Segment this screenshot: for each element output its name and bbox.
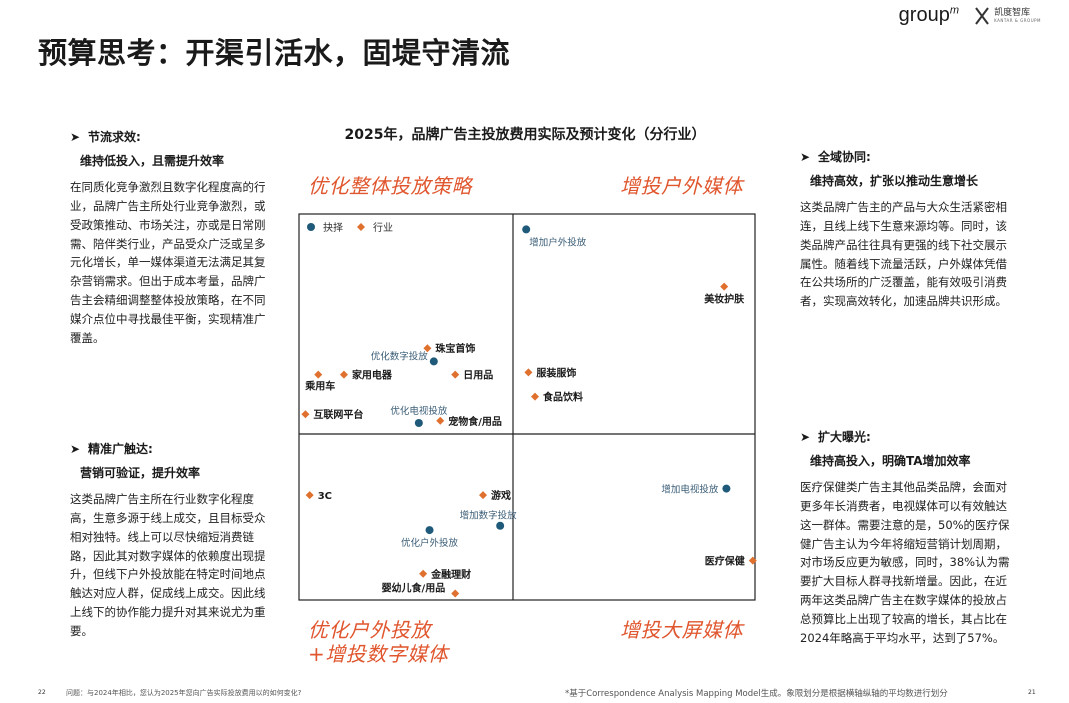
- point-label: 婴幼儿食/用品: [382, 581, 446, 594]
- right-bottom-block: ➤ 扩大曝光: 维持高投入，明确TA增加效率 医疗保健类广告主其他品类品牌，会面对…: [800, 428, 1015, 648]
- right-bottom-heading: ➤ 扩大曝光:: [800, 428, 1015, 448]
- quadrant-label-bottom-left: 优化户外投放: [308, 618, 431, 642]
- point-label: 家用电器: [352, 369, 393, 382]
- quadrant-label-bottom-right: 增投大屏媒体: [620, 618, 743, 642]
- groupm-logo-text: group: [898, 4, 950, 26]
- left-bottom-heading-text: 精准广触达:: [88, 442, 153, 456]
- point-label: 游戏: [491, 489, 511, 502]
- left-top-heading: ➤ 节流求效:: [70, 128, 270, 148]
- choice-point: [429, 357, 438, 366]
- right-top-sub: 维持高效，扩张以推动生意增长: [810, 173, 979, 188]
- right-bottom-heading-text: 扩大曝光:: [818, 430, 871, 444]
- point-label: 美妆护肤: [704, 293, 745, 306]
- right-page-number: 21: [1028, 689, 1036, 696]
- kantar-logo-sub: KANTAR & GROUPM: [994, 18, 1041, 23]
- quadrant-label-bottom-left-2: +增投数字媒体: [308, 642, 449, 666]
- left-top-heading-text: 节流求效:: [88, 130, 141, 144]
- point-label: 优化户外投放: [401, 537, 459, 549]
- right-top-heading: ➤ 全域协同:: [800, 148, 1012, 168]
- industry-point: [451, 589, 460, 598]
- right-top-heading-text: 全域协同:: [818, 150, 871, 164]
- footer-question: 问题：与2024年相比，您认为2025年您向广告实际投放费用以的如何变化?: [66, 689, 302, 697]
- industry-point: [451, 370, 460, 379]
- page-title: 预算思考：开渠引活水，固堤守清流: [38, 36, 511, 70]
- point-label: 优化电视投放: [390, 405, 448, 417]
- point-label: 服装服饰: [536, 366, 576, 379]
- legend-marker-diamond: [357, 223, 365, 231]
- industry-point: [748, 556, 757, 565]
- point-label: 乘用车: [304, 380, 335, 393]
- choice-point: [722, 484, 731, 493]
- industry-point: [423, 344, 432, 353]
- point-label: 宠物食/用品: [448, 415, 502, 428]
- quadrant-label-top-left: 优化整体投放策略: [308, 174, 472, 198]
- left-bottom-block: ➤ 精准广触达: 营销可验证，提升效率 这类品牌广告主所在行业数字化程度高，生意多…: [70, 440, 270, 641]
- point-label: 优化数字投放: [371, 350, 429, 362]
- chart-frame: [298, 213, 756, 601]
- choice-point: [425, 526, 434, 535]
- choice-point: [496, 521, 505, 530]
- right-top-block: ➤ 全域协同: 维持高效，扩张以推动生意增长 这类品牌广告主的产品与大众生活紧密相…: [800, 148, 1012, 311]
- right-bottom-body: 医疗保健类广告主其他品类品牌，会面对更多年长消费者，电视媒体可以有效触达这一群体…: [800, 479, 1010, 646]
- legend-marker-circle: [307, 223, 315, 231]
- point-label: 增加数字投放: [460, 510, 518, 522]
- point-label: 增加电视投放: [661, 484, 719, 496]
- arrow-icon: ➤: [70, 130, 81, 144]
- industry-point: [314, 370, 323, 379]
- industry-point: [339, 370, 348, 379]
- choice-point: [522, 225, 531, 234]
- kantar-logo-name: 凯度智库: [994, 8, 1031, 18]
- industry-point: [301, 410, 310, 419]
- point-label: 互联网平台: [313, 408, 363, 421]
- left-top-body: 在同质化竞争激烈且数字化程度高的行业，品牌广告主所处行业竞争激烈，或受政策推动、…: [70, 179, 266, 346]
- chart-title: 2025年，品牌广告主投放费用实际及预计变化（分行业）: [344, 127, 706, 143]
- footer-note: *基于Correspondence Analysis Mapping Model…: [565, 689, 948, 699]
- arrow-icon: ➤: [70, 442, 81, 456]
- point-label: 食品饮料: [542, 391, 583, 404]
- point-label: 3C: [318, 491, 332, 502]
- point-label: 日用品: [463, 370, 493, 382]
- right-top-body: 这类品牌广告主的产品与大众生活紧密相连，且线上线下生意来源均等。同时，该类品牌产…: [800, 199, 1007, 309]
- left-bottom-body: 这类品牌广告主所在行业数字化程度高，生意多源于线上成交，且目标受众相对独特。线上…: [70, 491, 266, 639]
- arrow-icon: ➤: [800, 430, 811, 444]
- industry-point: [479, 491, 488, 500]
- industry-point: [531, 392, 539, 401]
- left-top-block: ➤ 节流求效: 维持低投入，且需提升效率 在同质化竞争激烈且数字化程度高的行业，品…: [70, 128, 270, 348]
- industry-point: [419, 569, 428, 578]
- left-bottom-sub: 营销可验证，提升效率: [80, 465, 201, 480]
- groupm-logo-m: m: [949, 4, 959, 17]
- left-top-sub: 维持低投入，且需提升效率: [80, 153, 225, 168]
- legend-label: 抉择: [323, 221, 343, 234]
- kantar-logo-icon: [975, 7, 989, 25]
- kantar-logo: 凯度智库 KANTAR & GROUPM: [974, 6, 1041, 26]
- choice-point: [414, 419, 423, 427]
- point-label: 增加户外投放: [529, 236, 587, 248]
- point-label: 医疗保健: [705, 555, 745, 568]
- point-label: 金融理财: [430, 568, 471, 581]
- industry-point: [524, 368, 533, 377]
- left-bottom-heading: ➤ 精准广触达:: [70, 440, 270, 460]
- industry-point: [436, 416, 445, 425]
- right-bottom-sub: 维持高投入，明确TA增加效率: [810, 453, 971, 468]
- quadrant-label-top-right: 增投户外媒体: [620, 174, 743, 198]
- legend-label: 行业: [373, 221, 393, 234]
- industry-point: [720, 282, 729, 291]
- industry-point: [305, 491, 314, 500]
- arrow-icon: ➤: [800, 150, 811, 164]
- groupm-logo: groupm: [899, 4, 959, 27]
- left-page-number: 22: [38, 689, 46, 696]
- point-label: 珠宝首饰: [435, 342, 475, 355]
